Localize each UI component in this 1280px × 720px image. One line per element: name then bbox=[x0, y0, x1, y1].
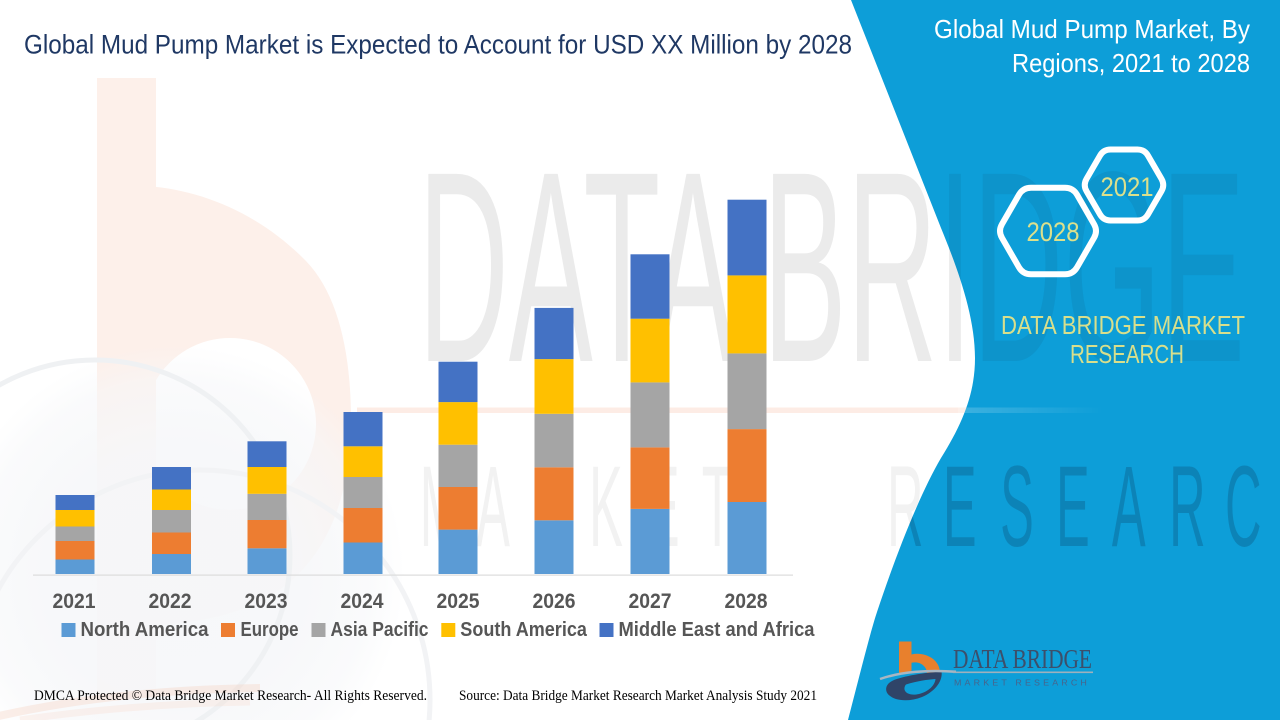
svg-text:2028: 2028 bbox=[725, 590, 768, 613]
svg-text:North America: North America bbox=[81, 618, 210, 641]
svg-text:DATA BRIDGE MARKET: DATA BRIDGE MARKET bbox=[1001, 310, 1245, 340]
svg-text:2025: 2025 bbox=[437, 590, 480, 613]
svg-text:Middle East and Africa: Middle East and Africa bbox=[619, 618, 816, 641]
svg-text:South America: South America bbox=[460, 618, 587, 641]
svg-text:2023: 2023 bbox=[245, 590, 288, 613]
svg-text:2026: 2026 bbox=[533, 590, 576, 613]
svg-text:2024: 2024 bbox=[341, 590, 384, 613]
svg-text:2027: 2027 bbox=[629, 590, 672, 613]
svg-text:2021: 2021 bbox=[53, 590, 96, 613]
svg-text:Source: Data Bridge Market Res: Source: Data Bridge Market Research Mark… bbox=[459, 688, 817, 704]
svg-text:2028: 2028 bbox=[1027, 217, 1080, 247]
svg-text:DMCA Protected © Data Bridge M: DMCA Protected © Data Bridge Market Rese… bbox=[34, 688, 427, 704]
svg-text:2021: 2021 bbox=[1101, 172, 1154, 202]
svg-text:Europe: Europe bbox=[241, 618, 299, 641]
svg-text:MARKET RESEARCH: MARKET RESEARCH bbox=[954, 678, 1090, 688]
svg-text:RESEARCH: RESEARCH bbox=[1070, 339, 1184, 369]
svg-text:Asia Pacific: Asia Pacific bbox=[331, 618, 429, 641]
svg-text:Global Mud Pump Market is Expe: Global Mud Pump Market is Expected to Ac… bbox=[24, 30, 852, 60]
svg-text:DATA BRIDGE: DATA BRIDGE bbox=[953, 643, 1092, 674]
svg-text:2022: 2022 bbox=[149, 590, 192, 613]
svg-text:Global Mud Pump Market, By: Global Mud Pump Market, By bbox=[934, 14, 1250, 44]
svg-text:Regions, 2021 to 2028: Regions, 2021 to 2028 bbox=[1012, 48, 1250, 78]
